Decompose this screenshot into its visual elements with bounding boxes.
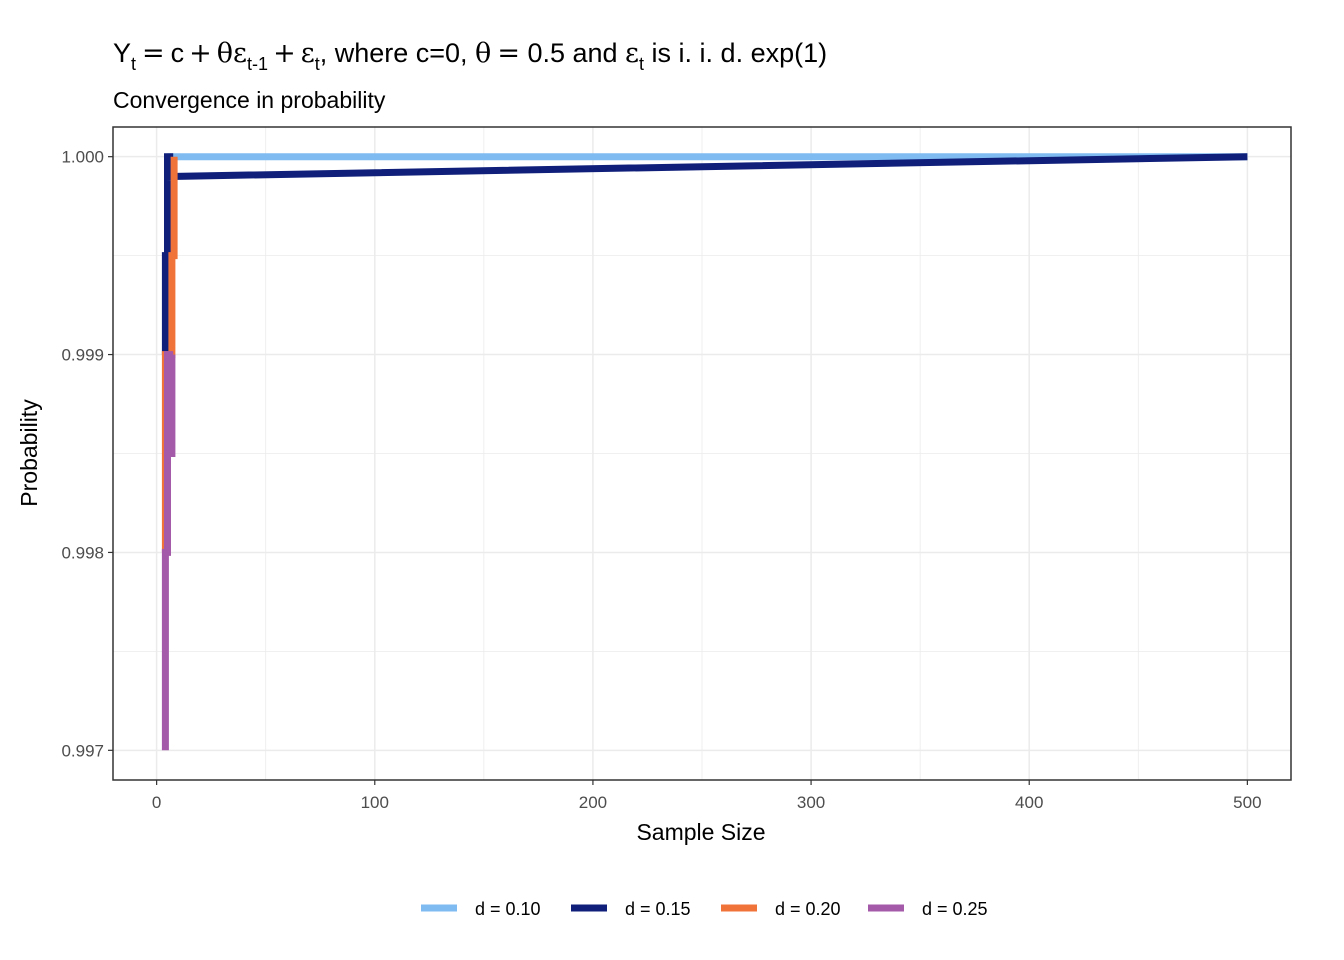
y-tick-label: 0.998 xyxy=(61,543,104,562)
x-tick-label: 500 xyxy=(1233,793,1261,812)
y-tick-label: 0.999 xyxy=(61,346,104,365)
legend-label-4: d = 0.25 xyxy=(922,899,988,919)
x-tick-label: 0 xyxy=(152,793,161,812)
legend: d = 0.10 d = 0.15 d = 0.20 d = 0.25 xyxy=(421,899,988,919)
x-tick-label: 300 xyxy=(797,793,825,812)
x-axis-title: Sample Size xyxy=(636,819,765,845)
x-axis: 0 100 200 300 400 500 xyxy=(152,780,1262,812)
x-tick-label: 400 xyxy=(1015,793,1043,812)
legend-label-3: d = 0.20 xyxy=(775,899,841,919)
x-tick-label: 200 xyxy=(579,793,607,812)
minor-gridlines xyxy=(113,127,1291,780)
y-axis: 0.997 0.998 0.999 1.000 xyxy=(61,148,113,760)
chart-title: Yt = c + θεt-1 + εt, where c=0, θ = 0.5 and εt … xyxy=(113,38,827,74)
y-tick-label: 1.000 xyxy=(61,148,104,167)
series-layer xyxy=(161,153,1248,751)
legend-label-1: d = 0.10 xyxy=(475,899,541,919)
y-tick-label: 0.997 xyxy=(61,741,104,760)
chart-subtitle: Convergence in probability xyxy=(113,87,386,113)
series-line-4 xyxy=(161,351,176,751)
series-line-2 xyxy=(161,153,1248,355)
y-axis-title: Probability xyxy=(16,399,42,507)
plot-panel-border xyxy=(112,126,1292,781)
legend-label-2: d = 0.15 xyxy=(625,899,691,919)
x-tick-label: 100 xyxy=(361,793,389,812)
